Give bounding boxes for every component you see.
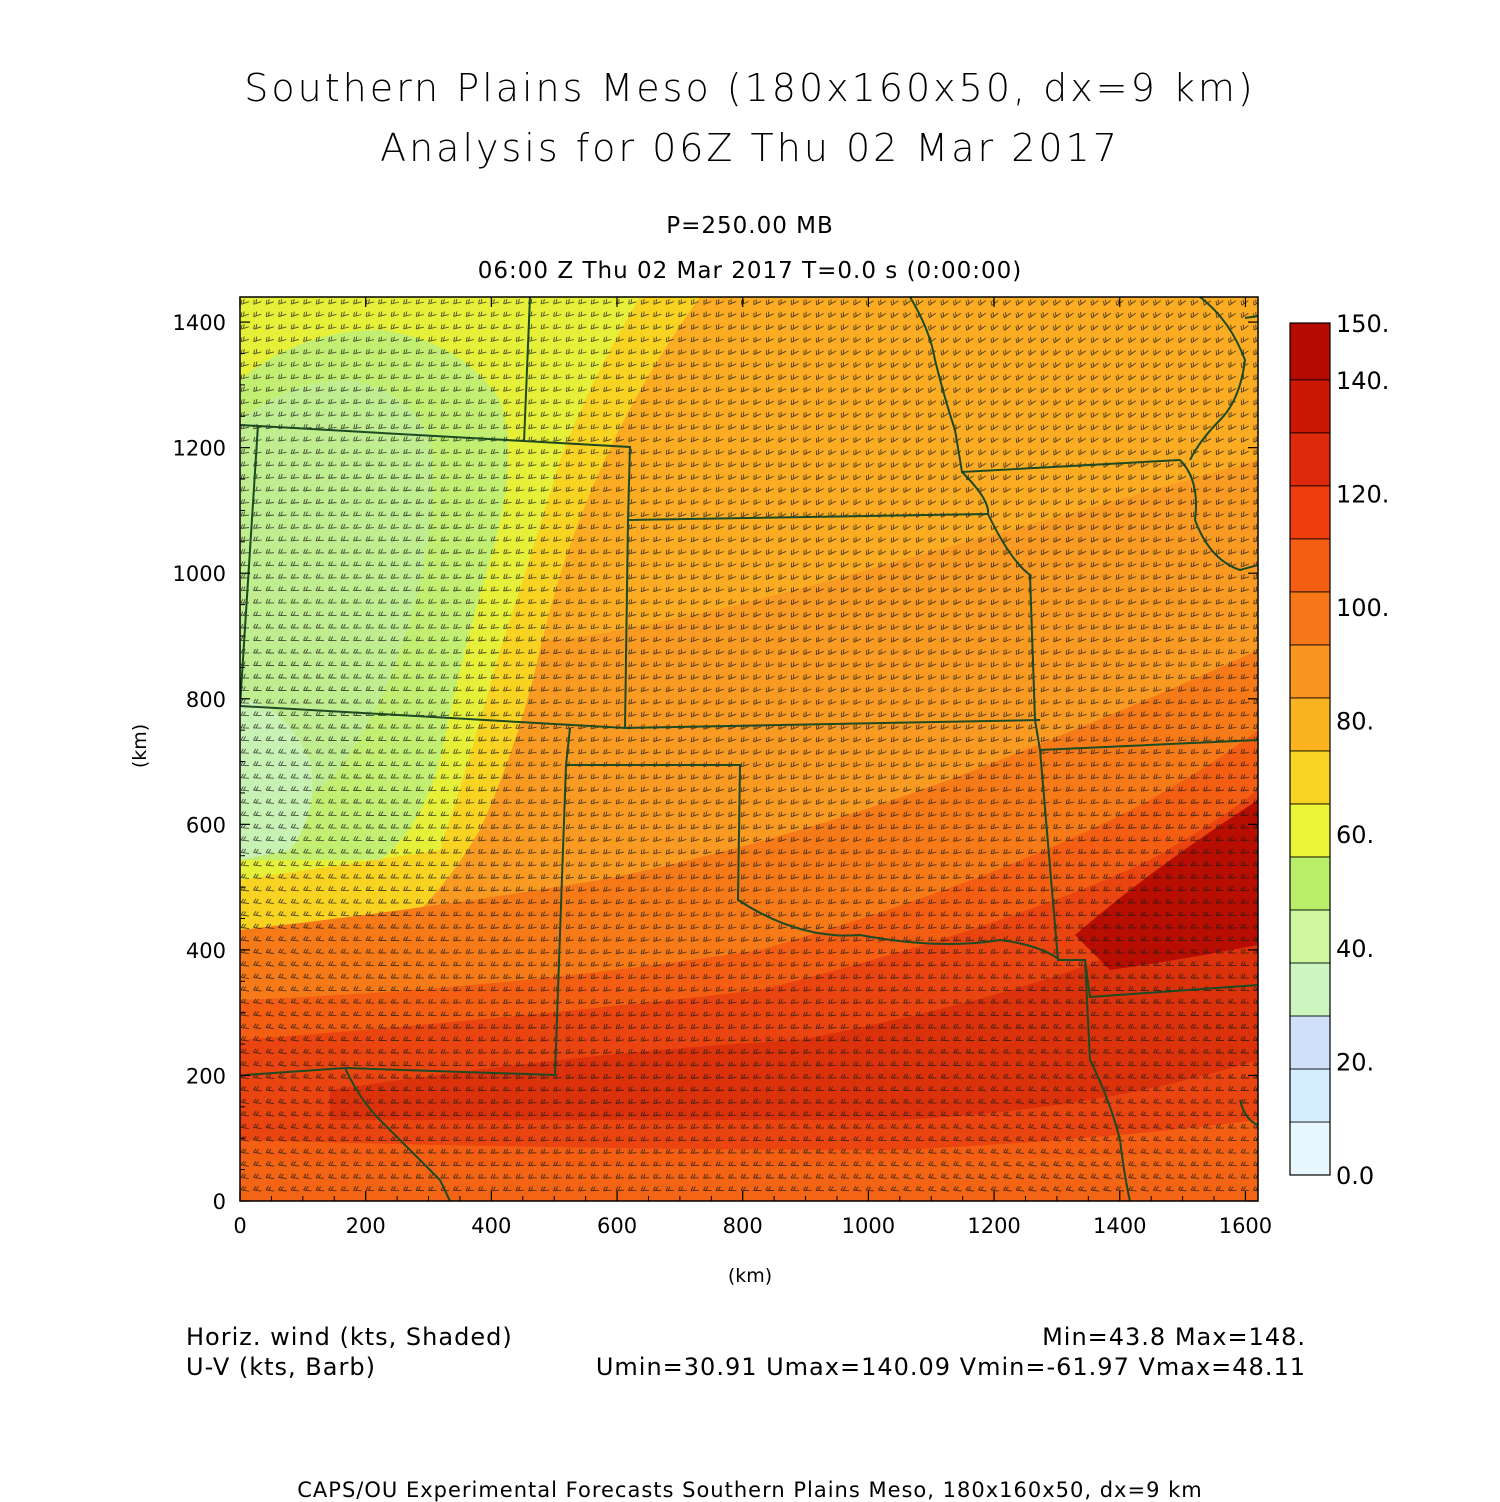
colorbar-swatch xyxy=(1289,856,1331,911)
plot-frame xyxy=(239,296,1259,1202)
wind-barbs xyxy=(240,298,1258,1192)
x-tick-label: 1000 xyxy=(842,1214,895,1238)
uv-stats: Umin=30.91 Umax=140.09 Vmin=-61.97 Vmax=… xyxy=(595,1353,1306,1381)
x-axis-ticks: 0 200 400 600 800 1000 1200 1400 1600 xyxy=(233,297,1272,1238)
y-tick-label: 600 xyxy=(186,813,226,837)
x-axis-label: (km) xyxy=(727,1265,773,1287)
colorbar: 0.0 20. 40. 60. 80. 100. 120. 140. 150. xyxy=(1289,310,1389,1190)
colorbar-frame xyxy=(1289,322,1331,1176)
state-boundaries xyxy=(240,297,1258,1201)
colorbar-tick-label: 20. xyxy=(1336,1048,1374,1076)
colorbar-swatch xyxy=(1289,962,1331,1017)
x-tick-label: 1400 xyxy=(1093,1214,1146,1238)
colorbar-swatch xyxy=(1289,1068,1331,1123)
colorbar-swatch xyxy=(1289,322,1331,381)
x-tick-label: 1200 xyxy=(967,1214,1020,1238)
colorbar-swatch xyxy=(1289,432,1331,487)
colorbar-swatch xyxy=(1289,1121,1331,1176)
y-tick-label: 400 xyxy=(186,939,226,963)
colorbar-swatch xyxy=(1289,697,1331,752)
colorbar-swatch xyxy=(1289,379,1331,434)
y-tick-label: 1000 xyxy=(173,562,226,586)
colorbar-tick-label: 140. xyxy=(1336,367,1389,395)
x-tick-label: 200 xyxy=(346,1214,386,1238)
shaded-field-legend: Horiz. wind (kts, Shaded) xyxy=(186,1323,513,1351)
x-tick-label: 600 xyxy=(597,1214,637,1238)
colorbar-tick-label: 80. xyxy=(1336,708,1374,736)
colorbar-swatch xyxy=(1289,750,1331,805)
footer-credit: CAPS/OU Experimental Forecasts Southern … xyxy=(297,1478,1203,1502)
colorbar-swatch xyxy=(1289,803,1331,858)
y-axis-label: (km) xyxy=(129,723,152,769)
colorbar-swatch xyxy=(1289,909,1331,964)
barb-glyphs xyxy=(240,298,1258,1192)
colorbar-swatch xyxy=(1289,485,1331,540)
colorbar-tick-label: 100. xyxy=(1336,594,1389,622)
x-tick-label: 1600 xyxy=(1219,1214,1272,1238)
colorbar-swatch xyxy=(1289,644,1331,699)
min-max-stats: Min=43.8 Max=148. xyxy=(1042,1323,1306,1351)
valid-time-label: 06:00 Z Thu 02 Mar 2017 T=0.0 s (0:00:00… xyxy=(477,258,1023,284)
y-tick-label: 0 xyxy=(213,1190,226,1214)
y-axis-ticks: 0 200 400 600 800 1000 1200 1400 xyxy=(173,311,1258,1214)
colorbar-tick-label: 0.0 xyxy=(1336,1162,1374,1190)
y-tick-label: 200 xyxy=(186,1064,226,1088)
x-tick-label: 0 xyxy=(233,1214,246,1238)
chart-subtitle: Analysis for 06Z Thu 02 Mar 2017 xyxy=(380,126,1120,170)
x-tick-label: 800 xyxy=(723,1214,763,1238)
pressure-level-label: P=250.00 MB xyxy=(666,213,834,239)
colorbar-swatch xyxy=(1289,591,1331,646)
colorbar-tick-label: 40. xyxy=(1336,935,1374,963)
colorbar-tick-label: 60. xyxy=(1336,821,1374,849)
colorbar-swatch xyxy=(1289,1015,1331,1070)
chart-title: Southern Plains Meso (180x160x50, dx=9 k… xyxy=(244,66,1256,110)
x-tick-label: 400 xyxy=(471,1214,511,1238)
y-tick-label: 1200 xyxy=(173,437,226,461)
y-tick-label: 800 xyxy=(186,688,226,712)
colorbar-tick-label: 120. xyxy=(1336,480,1389,508)
shaded-wind-field xyxy=(240,297,1258,1201)
colorbar-tick-label: 150. xyxy=(1336,310,1389,338)
colorbar-swatch xyxy=(1289,538,1331,593)
y-tick-label: 1400 xyxy=(173,311,226,335)
barb-field-legend: U-V (kts, Barb) xyxy=(186,1353,376,1381)
